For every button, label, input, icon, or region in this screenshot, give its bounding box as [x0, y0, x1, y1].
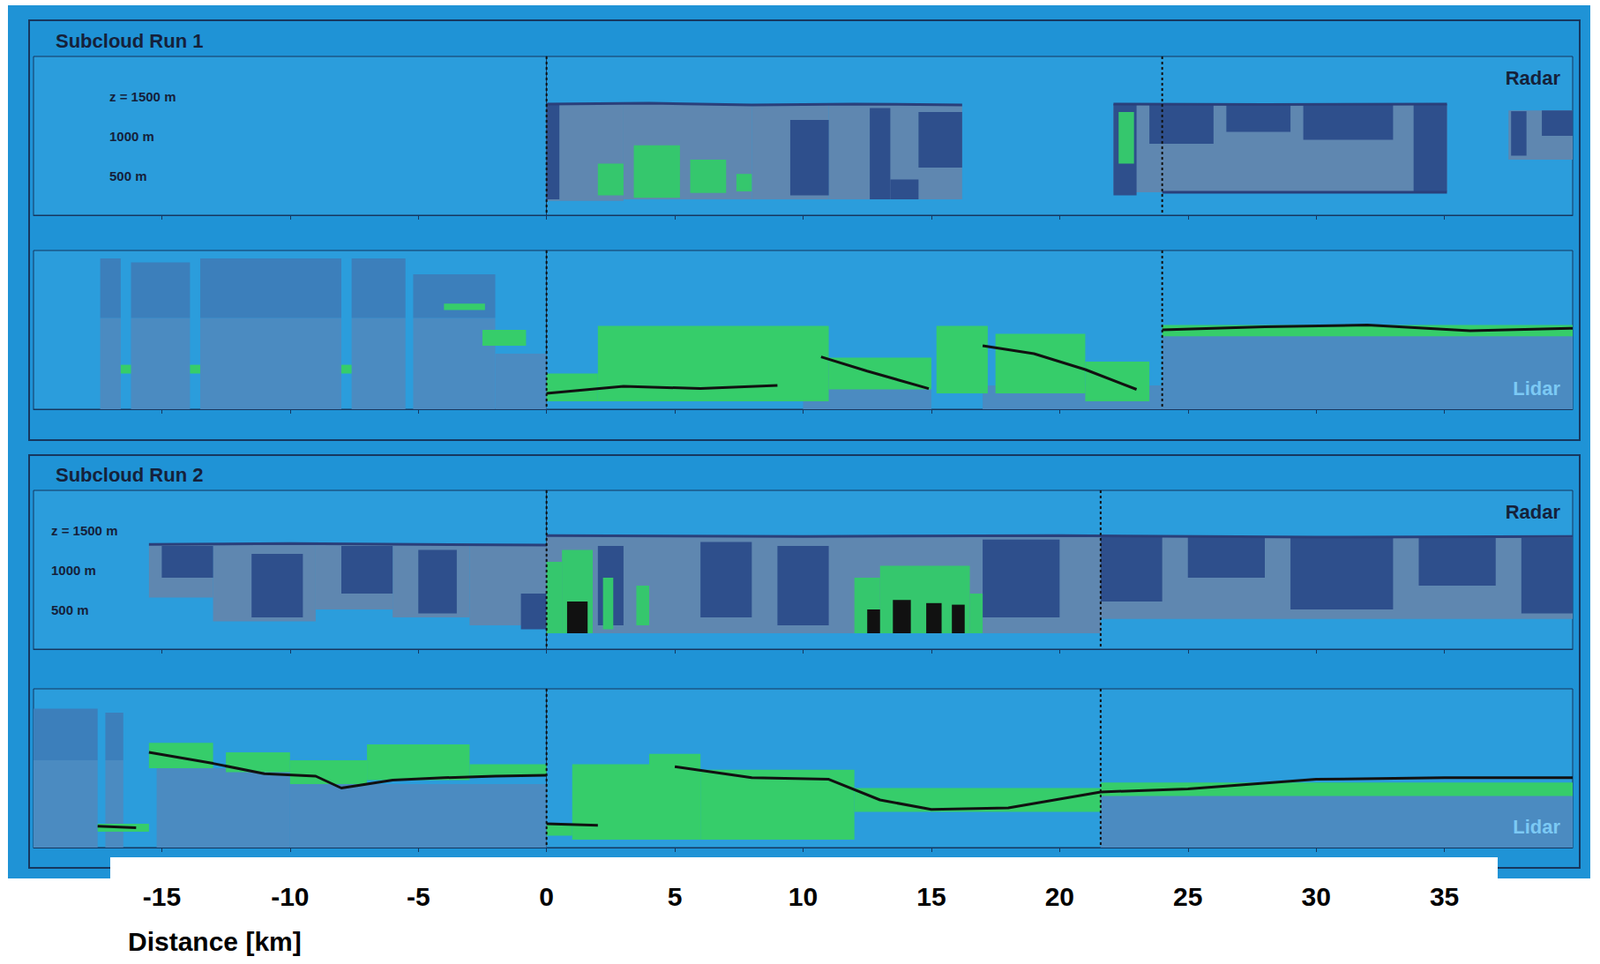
svg-text:Lidar: Lidar [1512, 815, 1561, 838]
svg-text:35: 35 [1429, 882, 1459, 912]
svg-text:500 m: 500 m [51, 602, 90, 618]
svg-text:-10: -10 [270, 882, 309, 912]
svg-text:Subcloud Run 1: Subcloud Run 1 [55, 29, 203, 53]
svg-text:30: 30 [1300, 882, 1331, 912]
svg-text:-15: -15 [142, 882, 181, 912]
svg-text:5: 5 [667, 882, 683, 912]
svg-text:Radar: Radar [1505, 67, 1562, 90]
svg-text:25: 25 [1173, 882, 1203, 912]
svg-text:500 m: 500 m [109, 168, 148, 184]
svg-text:Lidar: Lidar [1512, 377, 1561, 400]
svg-text:10: 10 [788, 882, 818, 912]
svg-text:Subcloud Run 2: Subcloud Run 2 [55, 463, 203, 486]
svg-text:z = 1500 m: z = 1500 m [51, 523, 118, 539]
svg-text:15: 15 [916, 882, 946, 912]
svg-text:z = 1500 m: z = 1500 m [109, 89, 176, 105]
svg-text:-5: -5 [406, 882, 431, 912]
svg-text:1000 m: 1000 m [51, 562, 97, 578]
svg-text:0: 0 [538, 882, 554, 912]
svg-text:Distance [km]: Distance [km] [127, 927, 302, 957]
svg-text:Radar: Radar [1505, 500, 1562, 524]
svg-text:1000 m: 1000 m [109, 128, 155, 144]
svg-text:20: 20 [1045, 882, 1075, 912]
